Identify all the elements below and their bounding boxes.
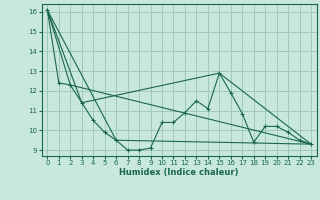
- X-axis label: Humidex (Indice chaleur): Humidex (Indice chaleur): [119, 168, 239, 177]
